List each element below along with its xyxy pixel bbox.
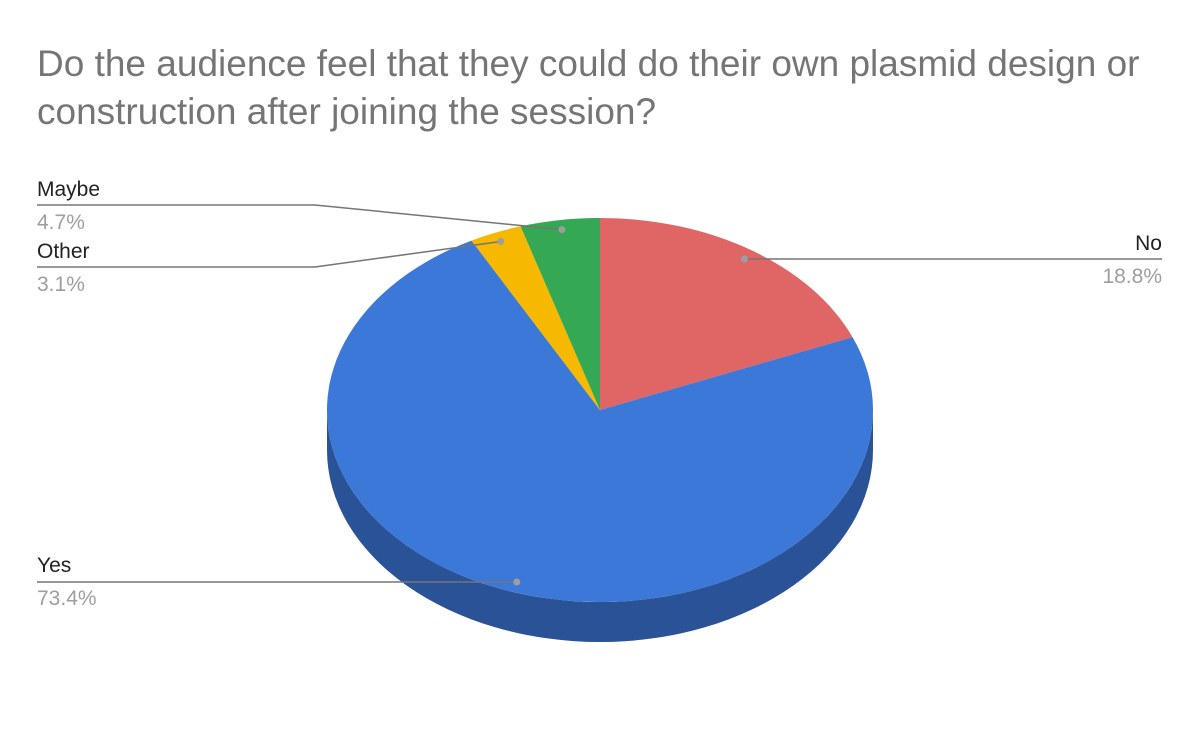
pie-slice-other[interactable] (471, 226, 600, 410)
slice-value-maybe: 4.7% (37, 211, 85, 234)
leader-dot-other (497, 237, 505, 245)
slice-label-other: Other (37, 240, 90, 263)
slice-labels: No 18.8% Yes 73.4% Other 3.1% Maybe 4.7% (37, 178, 1162, 610)
leader-lines (37, 204, 1162, 586)
pie-slices (327, 218, 873, 602)
leader-line-other (37, 240, 501, 268)
pie-side-yes (327, 410, 873, 642)
pie-slice-no[interactable] (600, 218, 853, 410)
slice-label-no: No (1135, 232, 1162, 255)
leader-dot-yes (513, 578, 521, 586)
leader-line-maybe (37, 204, 562, 231)
slice-label-maybe: Maybe (37, 178, 100, 201)
slice-value-other: 3.1% (37, 273, 85, 296)
leader-dot-maybe (558, 226, 566, 234)
pie-slice-yes[interactable] (327, 240, 873, 602)
leader-dot-no (740, 255, 748, 263)
chart-title: Do the audience feel that they could do … (37, 43, 1140, 132)
slice-value-yes: 73.4% (37, 587, 97, 610)
slice-label-yes: Yes (37, 554, 71, 577)
slice-value-no: 18.8% (1102, 265, 1162, 288)
pie-slice-maybe[interactable] (520, 218, 600, 410)
pie-sides (327, 410, 873, 642)
